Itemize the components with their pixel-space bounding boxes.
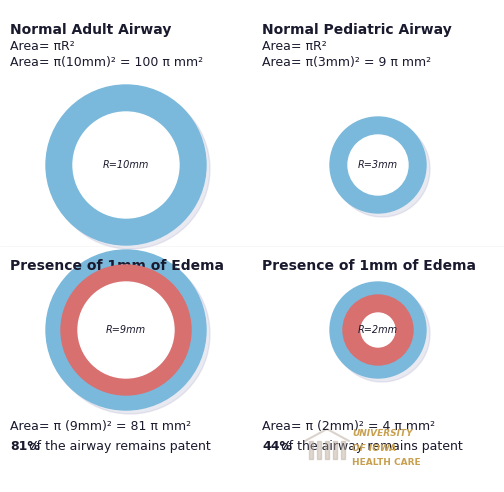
Text: 81%: 81% — [10, 440, 40, 453]
Circle shape — [50, 89, 210, 249]
Text: Presence of 1mm of Edema: Presence of 1mm of Edema — [10, 259, 224, 273]
Bar — [341, 441, 345, 459]
Circle shape — [361, 313, 395, 347]
Circle shape — [73, 112, 179, 218]
Circle shape — [61, 265, 191, 395]
Bar — [317, 441, 321, 459]
Circle shape — [348, 135, 408, 195]
Text: Area= πR²: Area= πR² — [262, 40, 327, 53]
Bar — [309, 441, 313, 459]
Text: R=3mm: R=3mm — [358, 160, 398, 170]
Text: Area= πR²: Area= πR² — [10, 40, 75, 53]
Text: of the airway remains patent: of the airway remains patent — [277, 440, 463, 453]
Text: Normal Pediatric Airway: Normal Pediatric Airway — [262, 23, 452, 37]
Text: R=9mm: R=9mm — [106, 325, 146, 335]
Text: Area= π(3mm)² = 9 π mm²: Area= π(3mm)² = 9 π mm² — [262, 56, 431, 69]
Text: R=2mm: R=2mm — [358, 325, 398, 335]
Bar — [333, 441, 337, 459]
Circle shape — [46, 85, 206, 245]
Text: Area= π(10mm)² = 100 π mm²: Area= π(10mm)² = 100 π mm² — [10, 56, 203, 69]
Text: HEALTH CARE: HEALTH CARE — [352, 458, 421, 467]
Circle shape — [330, 282, 426, 378]
Text: R=10mm: R=10mm — [103, 160, 149, 170]
Circle shape — [78, 282, 174, 378]
Text: 44%: 44% — [262, 440, 292, 453]
Circle shape — [343, 295, 413, 365]
Circle shape — [334, 286, 430, 382]
Text: Area= π (9mm)² = 81 π mm²: Area= π (9mm)² = 81 π mm² — [10, 420, 191, 433]
Text: Presence of 1mm of Edema: Presence of 1mm of Edema — [262, 259, 476, 273]
Circle shape — [46, 250, 206, 410]
Text: Normal Adult Airway: Normal Adult Airway — [10, 23, 171, 37]
Text: UNIVERSITY: UNIVERSITY — [352, 429, 413, 438]
Bar — [325, 441, 329, 459]
Circle shape — [330, 117, 426, 213]
Text: Area= π (2mm)² = 4 π mm²: Area= π (2mm)² = 4 π mm² — [262, 420, 435, 433]
Circle shape — [334, 121, 430, 217]
Text: of the airway remains patent: of the airway remains patent — [25, 440, 211, 453]
Text: OF IOWA: OF IOWA — [352, 444, 396, 453]
Circle shape — [50, 254, 210, 414]
